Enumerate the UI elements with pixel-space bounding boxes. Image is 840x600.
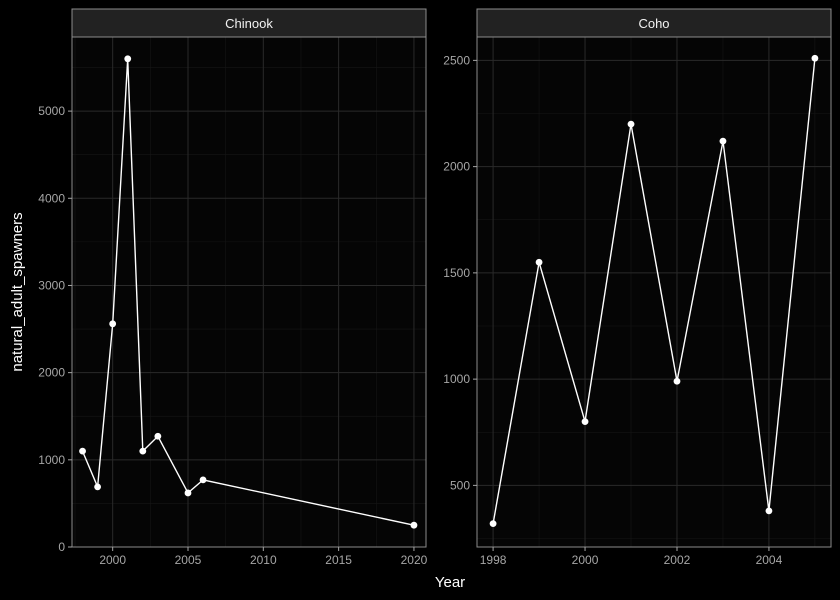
y-tick-label: 1000: [443, 372, 470, 386]
data-point: [673, 377, 681, 385]
panel-background: [477, 37, 831, 547]
x-tick-label: 2010: [250, 553, 277, 567]
data-point: [627, 120, 635, 128]
data-point: [79, 447, 86, 455]
data-point: [184, 489, 192, 497]
x-tick-label: 1998: [480, 553, 507, 567]
data-point: [154, 432, 162, 440]
x-tick-label: 2015: [325, 553, 352, 567]
y-axis-title: natural_adult_spawners: [9, 212, 26, 371]
panel-border: [476, 36, 832, 548]
data-point: [139, 447, 147, 455]
data-point: [581, 418, 589, 426]
data-point: [199, 476, 207, 484]
data-point: [109, 320, 117, 328]
y-tick-label: 2000: [443, 160, 470, 174]
data-point: [94, 483, 102, 491]
data-point: [410, 521, 418, 529]
panel-coho: Coho 1998 2000 2002 2004 500 1000 1500 2000 2500: [443, 8, 832, 567]
y-tick-label: 5000: [38, 104, 65, 118]
x-tick-label: 2020: [401, 553, 428, 567]
series-line-coho: [492, 58, 816, 524]
x-tick-label: 2000: [572, 553, 599, 567]
y-tick-label: 1500: [443, 266, 470, 280]
x-tick-label: 2004: [756, 553, 783, 567]
panel-chinook: Chinook 2000 2005 2010 2015 2020 0 1000 2000 3000…: [38, 8, 428, 567]
data-point: [489, 520, 497, 528]
y-tick-label: 1000: [38, 453, 65, 467]
data-point: [765, 507, 773, 515]
data-point: [719, 137, 727, 145]
y-tick-label: 0: [58, 540, 65, 554]
data-point: [811, 54, 819, 62]
facet-title-coho: Coho: [638, 16, 669, 31]
facet-title-chinook: Chinook: [225, 16, 273, 31]
x-tick-label: 2002: [664, 553, 691, 567]
y-tick-label: 2500: [443, 53, 470, 67]
x-tick-label: 2000: [99, 553, 126, 567]
panel-border: [71, 36, 427, 548]
data-point: [124, 55, 132, 63]
y-tick-label: 500: [450, 478, 470, 492]
x-tick-label: 2005: [175, 553, 202, 567]
data-point: [535, 258, 543, 266]
y-tick-label: 2000: [38, 366, 65, 380]
panel-background: [72, 37, 426, 547]
x-axis-title: Year: [435, 574, 465, 591]
facet-strip-chinook: [71, 8, 427, 38]
facet-panels: Chinook 2000 2005 2010 2015 2020 0 1000 2000 3000…: [38, 8, 832, 567]
y-tick-label: 4000: [38, 191, 65, 205]
y-tick-label: 3000: [38, 278, 65, 292]
